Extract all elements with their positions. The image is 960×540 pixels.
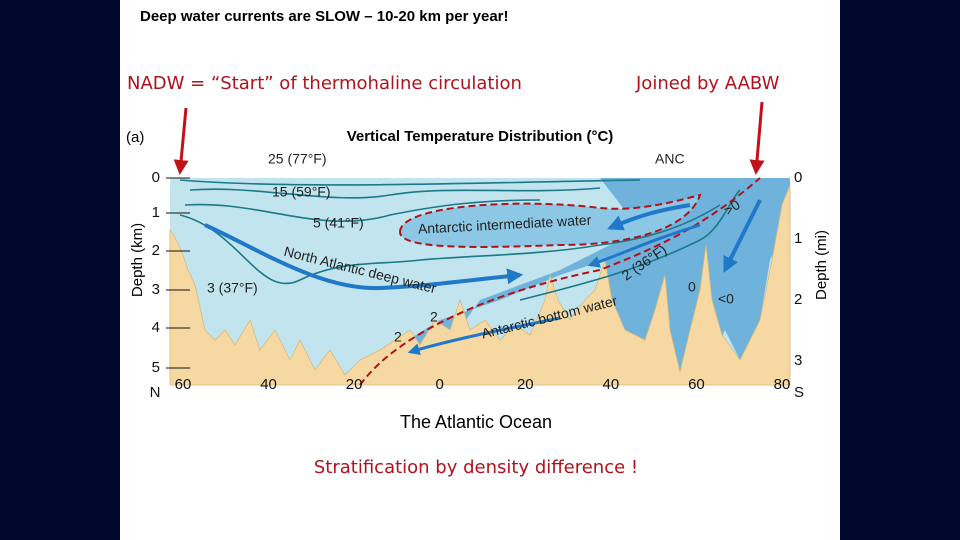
figure-title: Vertical Temperature Distribution (°C) <box>347 128 614 145</box>
x-tick-label: 60 <box>688 376 705 393</box>
annotation-arrow <box>749 101 765 175</box>
x-axis-end: S <box>794 384 804 401</box>
left-tick-label: 1 <box>152 204 160 221</box>
x-tick-label: 0 <box>436 376 444 393</box>
isotherm-label: 2 <box>394 329 402 345</box>
annotation-arrow <box>173 107 189 175</box>
x-axis-start: N <box>150 384 161 401</box>
annotation: NADW = “Start” of thermohaline circulati… <box>127 73 522 94</box>
isotherm-label: 5 (41°F) <box>313 215 364 231</box>
x-tick-label: 80 <box>774 376 791 393</box>
x-tick-label: 20 <box>346 376 363 393</box>
right-tick-label: 2 <box>794 291 802 308</box>
subcaption: Stratification by density difference ! <box>314 457 638 478</box>
isotherm-label: >0 <box>721 196 743 218</box>
intermediate-water <box>398 193 702 248</box>
contour <box>179 179 641 186</box>
x-tick-label: 20 <box>517 376 534 393</box>
right-tick-label: 1 <box>794 230 802 247</box>
left-tick-label: 3 <box>152 281 160 298</box>
contour <box>184 199 541 222</box>
right-tick-label: 3 <box>794 352 802 369</box>
contour <box>179 204 721 285</box>
flow-arrow <box>723 199 762 273</box>
contour <box>519 189 741 301</box>
isotherm-label: 15 (59°F) <box>272 184 331 200</box>
current-label: ANC <box>655 151 685 167</box>
x-tick-label: 40 <box>260 376 277 393</box>
left-axis-label: Depth (km) <box>129 223 146 297</box>
left-tick-label: 4 <box>152 319 160 336</box>
diagram: (a) Vertical Temperature Distribution (°… <box>126 128 830 401</box>
left-tick-label: 5 <box>152 359 160 376</box>
seafloor <box>169 184 791 386</box>
flow-arrow <box>204 223 524 291</box>
flow-arrow <box>607 203 691 231</box>
flow-arrow <box>407 316 561 355</box>
isotherm-label: 0 <box>688 279 696 295</box>
slide-title: Deep water currents are SLOW – 10-20 km … <box>140 8 509 25</box>
x-tick-label: 40 <box>603 376 620 393</box>
right-axis-label: Depth (mi) <box>813 230 830 300</box>
isotherm-label: <0 <box>718 291 734 307</box>
contour <box>189 187 601 199</box>
x-tick-label: 60 <box>175 376 192 393</box>
flow-arrow <box>587 223 701 268</box>
isotherm-label: 2 <box>430 309 438 325</box>
annotation: Joined by AABW <box>635 73 780 94</box>
right-tick-label: 0 <box>794 169 802 186</box>
panel-label: (a) <box>126 129 144 146</box>
left-tick-label: 0 <box>152 169 160 186</box>
isotherm-label: 25 (77°F) <box>268 151 327 167</box>
left-tick-label: 2 <box>152 242 160 259</box>
isotherm-label: 3 (37°F) <box>207 280 258 296</box>
caption: The Atlantic Ocean <box>400 412 552 432</box>
